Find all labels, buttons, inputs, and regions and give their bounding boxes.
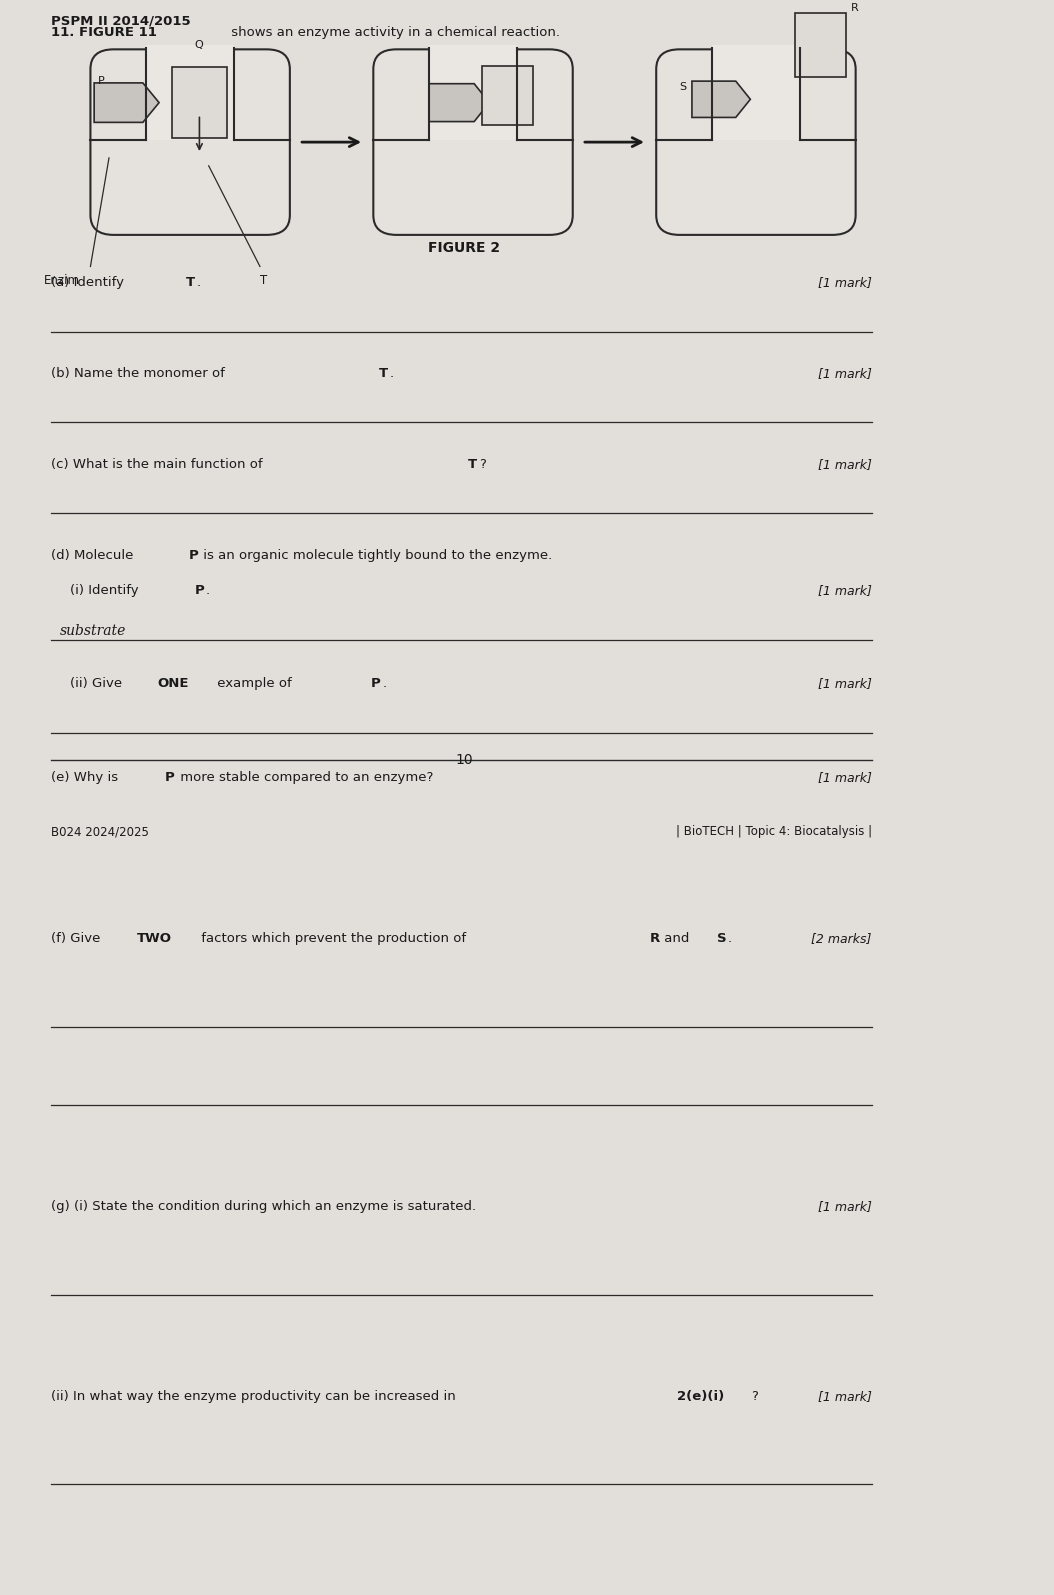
Text: 2(e)(i): 2(e)(i) (677, 1389, 724, 1402)
FancyBboxPatch shape (657, 49, 856, 234)
Text: factors which prevent the production of: factors which prevent the production of (197, 931, 470, 944)
Bar (172, 67, 228, 139)
Text: 11. FIGURE 11: 11. FIGURE 11 (51, 26, 157, 38)
Text: | BioTECH | Topic 4: Biocatalysis |: | BioTECH | Topic 4: Biocatalysis | (676, 825, 872, 839)
Bar (796, 13, 846, 77)
Bar (429, 45, 518, 140)
Text: (i) Identify: (i) Identify (70, 584, 142, 597)
Polygon shape (691, 81, 750, 118)
Text: (ii) Give: (ii) Give (70, 678, 125, 691)
Text: (b) Name the monomer of: (b) Name the monomer of (51, 367, 229, 380)
Text: substrate: substrate (60, 624, 126, 638)
Text: (g) (i) State the condition during which an enzyme is saturated.: (g) (i) State the condition during which… (51, 1199, 476, 1214)
Text: P: P (97, 77, 104, 86)
Text: [1 mark]: [1 mark] (818, 367, 872, 380)
Text: ?: ? (479, 458, 486, 471)
Text: [1 mark]: [1 mark] (818, 276, 872, 289)
Text: P: P (371, 678, 380, 691)
Text: .: . (727, 931, 731, 944)
Text: T: T (468, 458, 476, 471)
Polygon shape (429, 83, 489, 121)
Text: .: . (390, 367, 394, 380)
Text: T: T (260, 274, 267, 287)
Text: ONE: ONE (158, 678, 189, 691)
Text: Q: Q (195, 40, 203, 49)
Text: S: S (717, 931, 726, 944)
Text: .: . (206, 584, 210, 597)
Text: B024 2024/2025: B024 2024/2025 (51, 825, 149, 839)
Text: TWO: TWO (137, 931, 172, 944)
Text: R: R (649, 931, 660, 944)
Text: [1 mark]: [1 mark] (818, 584, 872, 597)
Text: (e) Why is: (e) Why is (51, 770, 122, 783)
Text: [1 mark]: [1 mark] (818, 1389, 872, 1402)
Text: S: S (680, 83, 686, 93)
Text: [1 mark]: [1 mark] (818, 1199, 872, 1214)
Text: P: P (165, 770, 175, 783)
Text: T: T (378, 367, 388, 380)
Text: and: and (661, 931, 694, 944)
Text: P: P (195, 584, 204, 597)
Text: (d) Molecule: (d) Molecule (51, 549, 138, 561)
Text: [2 marks]: [2 marks] (812, 931, 872, 944)
Text: R: R (851, 3, 859, 13)
Bar (483, 65, 533, 124)
Text: 10: 10 (455, 753, 472, 767)
Text: PSPM II 2014/2015: PSPM II 2014/2015 (51, 14, 191, 27)
Text: is an organic molecule tightly bound to the enzyme.: is an organic molecule tightly bound to … (199, 549, 552, 561)
Text: [1 mark]: [1 mark] (818, 458, 872, 471)
Text: P: P (189, 549, 198, 561)
Text: (c) What is the main function of: (c) What is the main function of (51, 458, 267, 471)
Text: (ii) In what way the enzyme productivity can be increased in: (ii) In what way the enzyme productivity… (51, 1389, 460, 1402)
FancyBboxPatch shape (373, 49, 572, 234)
FancyBboxPatch shape (91, 49, 290, 234)
Text: .: . (197, 276, 200, 289)
Text: (f) Give: (f) Give (51, 931, 104, 944)
Text: shows an enzyme activity in a chemical reaction.: shows an enzyme activity in a chemical r… (228, 26, 561, 38)
Text: T: T (186, 276, 195, 289)
Text: FIGURE 2: FIGURE 2 (428, 241, 500, 255)
Text: ?: ? (752, 1389, 758, 1402)
Text: more stable compared to an enzyme?: more stable compared to an enzyme? (176, 770, 433, 783)
Text: example of: example of (213, 678, 296, 691)
Text: [1 mark]: [1 mark] (818, 678, 872, 691)
Text: Enzim: Enzim (44, 274, 80, 287)
Bar (147, 45, 234, 140)
Text: (a) Identify: (a) Identify (51, 276, 129, 289)
Bar (711, 45, 800, 140)
Text: [1 mark]: [1 mark] (818, 770, 872, 783)
Polygon shape (94, 83, 159, 123)
Text: .: . (383, 678, 386, 691)
